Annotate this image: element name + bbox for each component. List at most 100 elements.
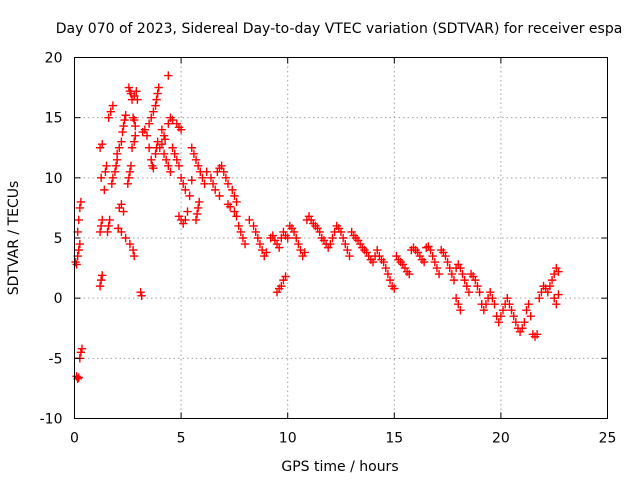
- data-point-marker: [76, 197, 86, 207]
- data-point-marker: [232, 197, 241, 207]
- data-point-marker: [503, 293, 512, 303]
- y-tick-label: 10: [45, 171, 63, 187]
- data-point-marker: [179, 179, 188, 189]
- data-point-marker: [168, 115, 177, 125]
- data-point-marker: [181, 215, 190, 225]
- data-point-marker: [200, 179, 209, 189]
- data-point-marker: [114, 224, 123, 233]
- data-point-marker: [164, 119, 173, 128]
- y-tick-label: 20: [45, 51, 63, 67]
- data-point-marker: [176, 125, 186, 134]
- data-point-marker: [236, 227, 245, 237]
- data-point-marker: [149, 107, 158, 116]
- data-point-marker: [345, 251, 354, 261]
- data-point-marker: [481, 299, 491, 309]
- data-point-marker: [292, 233, 301, 243]
- data-point-marker: [245, 215, 254, 225]
- data-point-marker: [451, 293, 461, 303]
- data-point-marker: [253, 233, 263, 243]
- data-point-marker: [144, 143, 154, 152]
- data-point-marker: [545, 281, 555, 291]
- data-point-marker: [151, 101, 160, 110]
- data-point-marker: [154, 83, 163, 92]
- data-point-marker: [535, 293, 544, 303]
- y-tick-label: -5: [49, 351, 63, 367]
- data-point-marker: [112, 149, 122, 158]
- data-point-marker: [187, 143, 196, 152]
- data-point-marker: [208, 179, 218, 189]
- data-point-marker: [172, 155, 182, 164]
- data-point-marker: [100, 185, 109, 195]
- x-tick-label: 0: [70, 431, 79, 447]
- data-point-marker: [193, 203, 203, 213]
- data-point-marker: [120, 115, 129, 125]
- data-point-marker: [115, 143, 124, 152]
- x-tick-label: 10: [279, 431, 297, 447]
- chart-title: Day 070 of 2023, Sidereal Day-to-day VTE…: [56, 21, 623, 37]
- data-point-marker: [95, 227, 105, 237]
- data-point-marker: [142, 131, 152, 140]
- data-point-marker: [379, 257, 388, 267]
- data-point-marker: [447, 269, 457, 279]
- data-point-marker: [144, 119, 154, 128]
- data-point-marker: [129, 91, 139, 101]
- data-point-marker: [164, 71, 173, 80]
- data-point-marker: [283, 233, 292, 243]
- data-point-marker: [195, 197, 204, 207]
- data-point-marker: [119, 121, 128, 131]
- data-point-marker: [119, 207, 128, 216]
- data-point-marker: [128, 245, 138, 255]
- data-point-marker: [104, 221, 113, 231]
- data-point-marker: [274, 243, 284, 252]
- x-tick-label: 5: [177, 431, 186, 447]
- data-point-marker: [471, 275, 480, 285]
- data-point-marker: [300, 248, 309, 257]
- data-point-marker: [108, 101, 118, 110]
- data-point-marker: [456, 263, 465, 273]
- data-point-marker: [98, 271, 107, 280]
- data-point-marker: [129, 137, 139, 146]
- y-tick-label: 15: [45, 111, 63, 127]
- data-point-marker: [77, 344, 87, 353]
- data-point-marker: [161, 155, 171, 164]
- data-point-marker: [125, 239, 135, 249]
- data-point-marker: [464, 287, 474, 297]
- data-point-marker: [449, 275, 459, 285]
- data-point-marker: [73, 251, 82, 261]
- data-point-marker: [277, 281, 286, 291]
- data-point-marker: [74, 373, 83, 382]
- data-point-marker: [390, 284, 399, 293]
- data-point-marker: [125, 167, 135, 177]
- data-point-marker: [458, 269, 467, 279]
- data-point-marker: [124, 83, 134, 92]
- data-point-marker: [385, 275, 395, 285]
- data-point-marker: [454, 299, 463, 309]
- data-point-marker: [95, 281, 105, 291]
- data-point-marker: [96, 221, 106, 231]
- data-point-marker: [228, 185, 237, 195]
- data-point-marker: [164, 161, 173, 170]
- data-point-marker: [137, 291, 146, 300]
- data-point-marker: [102, 161, 111, 170]
- data-point-marker: [426, 245, 435, 255]
- data-point-marker: [157, 139, 167, 149]
- data-point-marker: [488, 293, 497, 303]
- data-point-marker: [368, 257, 378, 267]
- data-point-marker: [225, 202, 235, 211]
- data-point-marker: [456, 306, 465, 315]
- data-point-marker: [281, 272, 290, 281]
- data-point-marker: [328, 233, 337, 243]
- data-point-marker: [133, 95, 142, 104]
- data-point-marker: [74, 245, 83, 255]
- data-point-marker: [73, 227, 82, 237]
- data-point-marker: [168, 143, 177, 152]
- x-tick-label: 25: [599, 431, 617, 447]
- data-point-marker: [338, 233, 348, 243]
- data-point-marker: [74, 215, 83, 225]
- data-point-marker: [507, 306, 516, 315]
- data-point-marker: [104, 113, 113, 122]
- y-tick-label: 0: [54, 291, 63, 307]
- data-point-marker: [181, 185, 190, 195]
- data-point-marker: [111, 161, 121, 170]
- data-point-marker: [405, 269, 414, 279]
